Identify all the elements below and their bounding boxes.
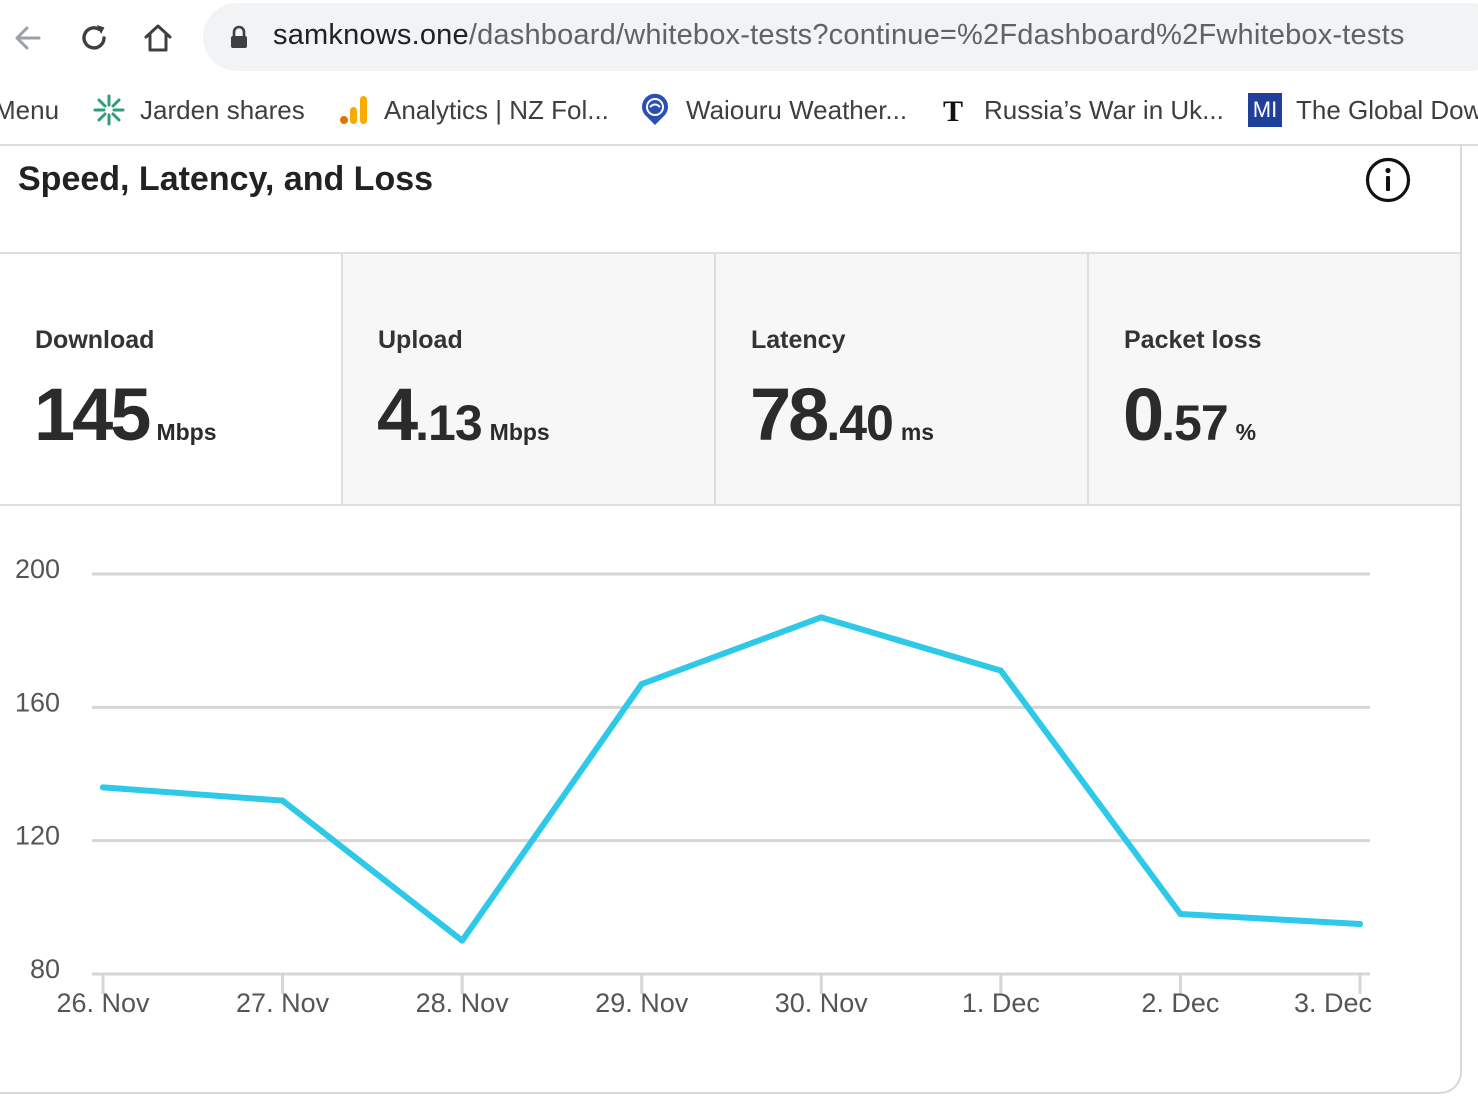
metric-value: 78.40 ms [750,372,934,457]
url-path: /dashboard/whitebox-tests?continue=%2Fda… [468,19,1405,51]
bookmark-global-dow[interactable]: MI The Global Dow [1248,90,1478,130]
bookmark-label: Russia’s War in Uk... [984,94,1224,125]
metric-unit: ms [900,419,935,445]
metric-unit: Mbps [489,419,550,445]
x-tick-label: 3. Dec [1294,988,1372,1018]
x-tick-label: 29. Nov [595,988,689,1018]
info-icon[interactable] [1364,156,1412,204]
card-divider [0,252,1460,254]
x-tick-label: 1. Dec [962,988,1040,1018]
bookmark-menu[interactable]: Menu [0,90,59,130]
metric-packet-loss[interactable]: Packet loss 0.57% [1089,254,1460,504]
metric-dec: .57 [1161,395,1229,451]
x-tick-label: 30. Nov [775,988,869,1018]
card-title: Speed, Latency, and Loss [18,160,434,198]
metric-label: Download [35,326,155,354]
home-icon [144,24,172,52]
metric-value: 145 Mbps [34,372,217,457]
y-tick-label: 80 [30,954,60,984]
data-point [459,937,466,944]
bookmark-nyt[interactable]: T Russia’s War in Uk... [936,90,1224,130]
bookmark-label: Analytics | NZ Fol... [384,94,609,125]
metric-int: 0 [1123,373,1164,456]
data-point [1357,921,1363,927]
data-point [1177,911,1184,917]
x-tick-label: 2. Dec [1141,988,1219,1018]
y-tick-label: 120 [15,821,60,851]
back-arrow-icon [15,26,41,50]
metric-int: 78 [750,373,829,456]
bookmark-jarden[interactable]: Jarden shares [92,90,305,130]
metric-download[interactable]: Download 145 Mbps [0,254,343,504]
home-button[interactable] [132,12,184,64]
mi-icon: MI [1248,93,1282,127]
back-button[interactable] [2,12,54,64]
data-point [638,681,645,687]
data-point [100,784,106,791]
metric-dec: .13 [415,395,483,451]
speed-latency-loss-card: Speed, Latency, and Loss Download 145 Mbp… [0,146,1462,1094]
y-tick-label: 200 [15,554,60,584]
nyt-icon: T [936,93,970,127]
metric-separator [341,254,343,504]
metric-value: 4.13 Mbps [377,372,550,457]
metric-label: Upload [378,326,463,354]
bookmark-weather[interactable]: Waiouru Weather... [638,90,907,130]
weather-icon [638,93,672,127]
bookmark-analytics[interactable]: Analytics | NZ Fol... [336,90,609,130]
download-speed-chart: 200 160 120 80 26. Nov 27. Nov 28. Nov 29. Nov 3… [15,554,1372,1018]
metric-int: 4 [377,373,418,456]
metric-label: Latency [751,326,846,354]
svg-text:T: T [943,95,963,127]
url-text[interactable]: samknows.one/dashboard/whitebox-tests?co… [273,19,1405,52]
metric-upload[interactable]: Upload 4.13 Mbps [343,254,716,504]
bookmark-label: Jarden shares [140,94,305,125]
data-point [279,797,286,804]
analytics-icon [336,93,370,127]
metric-separator [714,254,716,504]
jarden-logo-icon [92,93,126,127]
mi-icon-text: MI [1252,97,1278,122]
metric-unit: Mbps [156,419,217,445]
data-point [997,667,1004,674]
bookmark-label: Waiouru Weather... [686,94,908,125]
bookmark-label: The Global Dow [1296,94,1478,125]
download-series-line [100,614,1363,944]
lock-icon[interactable] [229,25,249,51]
browser-toolbar: samknows.one/dashboard/whitebox-tests?co… [0,0,1478,76]
metric-separator [1087,254,1089,504]
metrics-row: Download 145 Mbps Upload 4.13 Mbps Latency… [0,254,1460,506]
metric-unit: % [1235,419,1257,445]
metric-value: 0.57% [1123,372,1256,457]
url-host: samknows.one [273,19,469,51]
x-tick-label: 26. Nov [56,988,150,1018]
x-tick-label: 28. Nov [416,988,510,1018]
metric-dec: .40 [826,395,894,451]
data-point [818,614,825,621]
metric-label: Packet loss [1124,326,1262,354]
x-tick-label: 27. Nov [236,988,330,1018]
address-bar[interactable]: samknows.one/dashboard/whitebox-tests?co… [203,3,1478,71]
reload-icon [82,25,106,50]
reload-button[interactable] [68,12,120,64]
metric-latency[interactable]: Latency 78.40 ms [716,254,1089,504]
bookmarks-bar: Menu Jarden shares Analytics | NZ Fol... [0,76,1478,146]
metric-int: 145 [34,373,151,456]
y-tick-label: 160 [15,687,60,717]
bookmark-label: Menu [0,94,60,125]
